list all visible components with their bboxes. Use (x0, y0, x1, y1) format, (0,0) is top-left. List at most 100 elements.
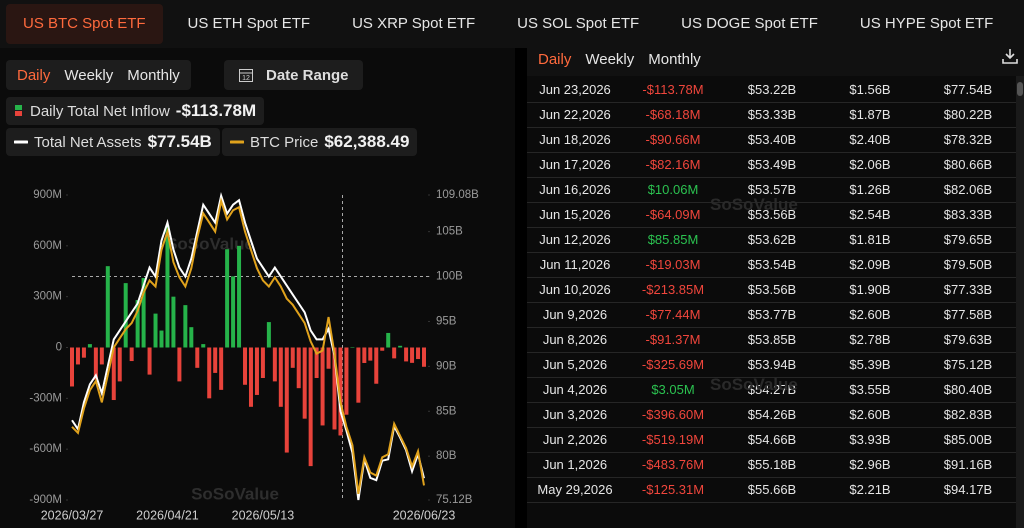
bar (135, 300, 140, 348)
table-cell: $91.16B (943, 457, 993, 472)
tab[interactable]: US ETH Spot ETF (187, 15, 311, 32)
table-row: Jun 12,2026 $85.85M $53.62B $1.81B $79.65B (527, 226, 1016, 253)
bar (416, 347, 421, 360)
table-cell: Jun 9,2026 (542, 307, 608, 322)
legend-price[interactable]: BTC Price $62,388.49 (222, 128, 418, 156)
table-cell: $3.93B (849, 432, 891, 447)
watermark: SoSoValue (710, 375, 798, 394)
bar (219, 347, 224, 390)
bar (123, 283, 128, 348)
table-cell: $2.78B (849, 332, 891, 347)
table-cell: -$325.69M (641, 357, 705, 372)
table-row: Jun 11,2026 -$19.03M $53.54B $2.09B $79.50B (527, 251, 1016, 278)
table-row: Jun 22,2026 -$68.18M $53.33B $1.87B $80.22B (527, 101, 1016, 128)
toggle-option[interactable]: Monthly (648, 50, 701, 68)
bar (159, 330, 164, 348)
toggle-option[interactable]: Daily (17, 66, 51, 84)
table-cell: $54.26B (747, 407, 797, 422)
table-cell: $82.83B (943, 407, 993, 422)
bar (189, 327, 194, 348)
divider (515, 48, 527, 528)
bar (410, 347, 415, 363)
y2-tick-label: 90B (436, 360, 457, 372)
period-toggle: Daily Weekly Monthly (6, 60, 191, 90)
table-cell: $78.32B (943, 132, 993, 147)
bar (356, 347, 361, 403)
tab[interactable]: US BNB Spot ETF (1018, 4, 1024, 44)
tab[interactable]: US XRP Spot ETF (352, 15, 476, 32)
table-cell: Jun 23,2026 (539, 82, 611, 97)
toggle-option[interactable]: Weekly (64, 66, 114, 84)
tab[interactable]: US BTC Spot ETF (6, 4, 163, 44)
table-cell: $2.09B (849, 257, 891, 272)
legend-label: Total Net Assets (34, 133, 142, 151)
toggle-option[interactable]: Weekly (585, 50, 635, 68)
table-row: Jun 1,2026 -$483.76M $55.18B $2.96B $91.16B (527, 451, 1016, 478)
table-row: Jun 18,2026 -$90.66M $53.40B $2.40B $78.32B (527, 126, 1016, 153)
bar (344, 347, 349, 415)
table-cell: $2.60B (849, 307, 891, 322)
toggle-option[interactable]: Daily (538, 50, 572, 68)
table-cell: Jun 4,2026 (542, 382, 608, 397)
y2-tick-label: 109.08B (436, 189, 479, 201)
tab-bar: US BTC Spot ETF US ETH Spot ETF US XRP Spo… (0, 0, 1024, 48)
date-range-button[interactable]: 12 Date Range (224, 60, 363, 90)
legend-value: -$113.78M (175, 101, 257, 120)
table-cell: $53.77B (747, 307, 797, 322)
scrollbar[interactable] (1016, 76, 1024, 528)
toggle-option[interactable]: Monthly (127, 66, 180, 84)
bar (326, 347, 331, 369)
scroll-thumb[interactable] (1017, 82, 1023, 96)
y-tick-label: -300M (29, 392, 62, 404)
y-tick-label: 900M (33, 189, 62, 201)
watermark: SoSoValue (710, 195, 798, 214)
legend-value: $77.54B (147, 132, 212, 151)
table-cell: $1.26B (849, 182, 891, 197)
y2-tick-label: 85B (436, 405, 457, 417)
table-cell: $75.12B (943, 357, 993, 372)
legend-icon (14, 140, 28, 144)
bar (93, 347, 98, 380)
calendar-icon: 12 (239, 69, 253, 82)
table-cell: $53.56B (747, 282, 797, 297)
table-row: Jun 17,2026 -$82.16M $53.49B $2.06B $80.66B (527, 151, 1016, 178)
bar (338, 347, 343, 436)
x-tick-label: 2026/05/13 (232, 508, 295, 522)
bar (207, 347, 212, 399)
legend-assets[interactable]: Total Net Assets $77.54B (6, 128, 220, 156)
bar (87, 344, 92, 348)
table-cell: $80.22B (943, 107, 993, 122)
bar (177, 347, 182, 382)
table-row: Jun 8,2026 -$91.37M $53.85B $2.78B $79.63B (527, 326, 1016, 353)
bar (350, 346, 355, 348)
bar (272, 347, 277, 382)
tab[interactable]: US DOGE Spot ETF (681, 15, 818, 32)
y-tick-label: 300M (33, 291, 62, 303)
bar (386, 332, 391, 348)
table-cell: $54.66B (747, 432, 797, 447)
bar (75, 347, 80, 365)
y-tick-label: 0 (56, 342, 62, 354)
table-cell: -$19.03M (645, 257, 701, 272)
chart: 900M 600M 300M 0 -300M -600M -900M 109.08B 105B 1… (29, 189, 479, 522)
table-cell: $77.58B (943, 307, 993, 322)
table-cell: $77.33B (943, 282, 993, 297)
table-cell: Jun 3,2026 (542, 407, 608, 422)
bar (195, 347, 200, 368)
download-icon[interactable] (1000, 46, 1020, 66)
x-tick-label: 2026/04/21 (136, 508, 199, 522)
table-cell: $2.06B (849, 157, 891, 172)
table-cell: $3.55B (849, 382, 891, 397)
legend-label: Daily Total Net Inflow (30, 102, 170, 120)
bar (302, 347, 307, 419)
tab[interactable]: US HYPE Spot ETF (859, 15, 994, 32)
table-cell: -$64.09M (645, 207, 701, 222)
table-cell: Jun 10,2026 (539, 282, 611, 297)
tab[interactable]: US SOL Spot ETF (517, 15, 640, 32)
table-row: Jun 2,2026 -$519.19M $54.66B $3.93B $85.00B (527, 426, 1016, 453)
bar (254, 347, 259, 395)
table-cell: -$91.37M (645, 332, 701, 347)
bar (165, 225, 170, 348)
table-cell: $80.66B (943, 157, 993, 172)
table-cell: Jun 11,2026 (539, 257, 611, 272)
